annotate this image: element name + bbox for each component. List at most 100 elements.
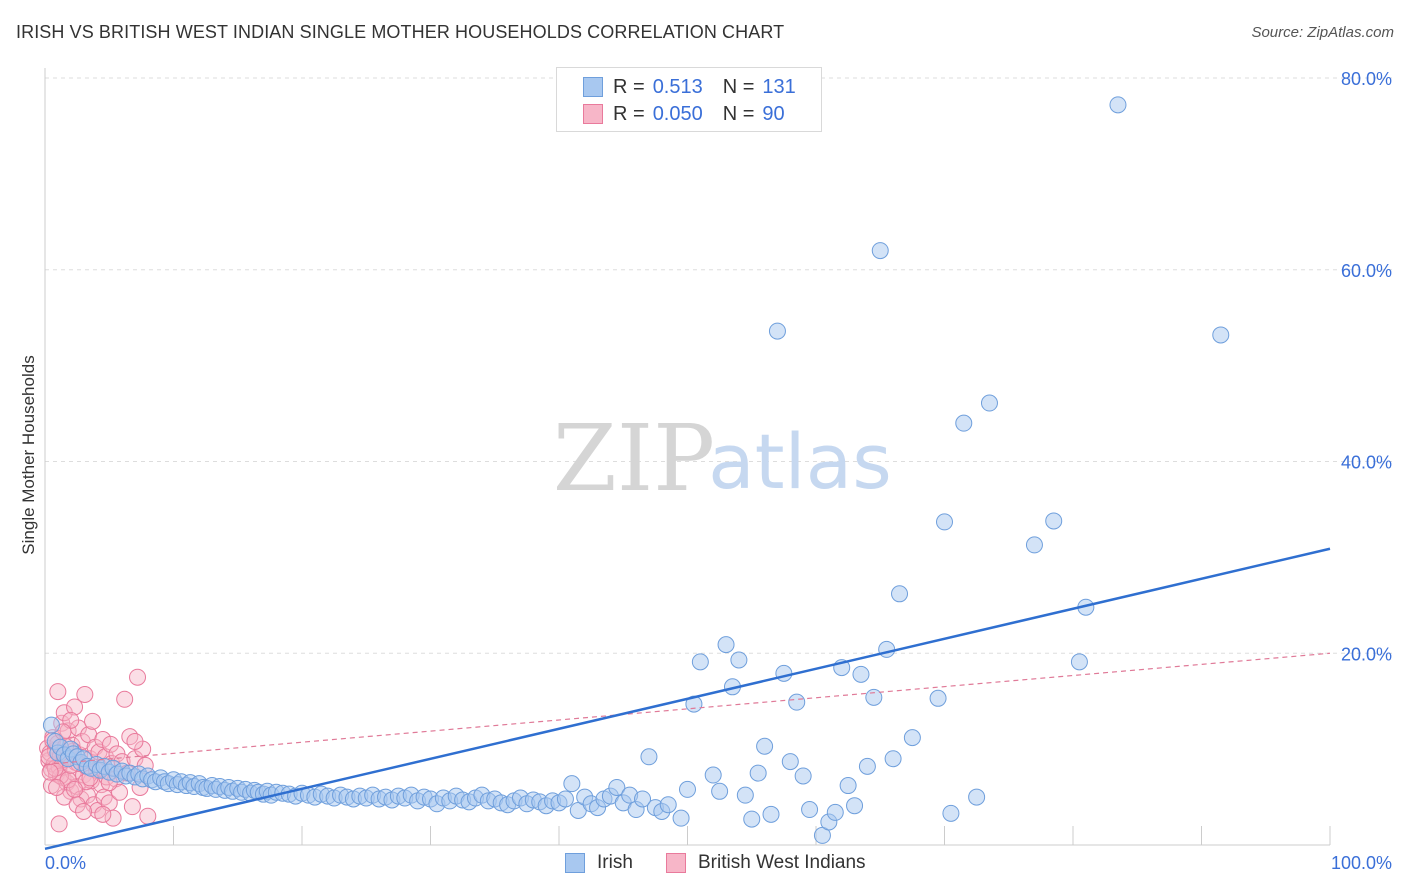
legend-label-bwi: British West Indians — [698, 852, 866, 873]
bwi-point — [116, 690, 134, 708]
irish-point — [736, 786, 754, 804]
series-irish-points — [42, 96, 1230, 844]
irish-point — [839, 777, 857, 795]
x-tick-label-max: 100.0% — [1331, 853, 1392, 873]
irish-point — [1212, 326, 1230, 344]
source-credit: Source: ZipAtlas.com — [1251, 24, 1394, 41]
r-value: 0.050 — [652, 102, 703, 125]
y-tick-label: 80.0% — [1341, 69, 1392, 89]
bwi-point — [49, 683, 67, 701]
irish-point — [762, 805, 780, 823]
y-tick-label: 20.0% — [1341, 644, 1392, 664]
bwi-point — [129, 668, 147, 686]
bwi-point — [84, 712, 102, 730]
irish-point — [968, 788, 986, 806]
irish-point — [1045, 512, 1063, 530]
r-label: R = — [613, 75, 645, 98]
irish-point — [801, 801, 819, 819]
irish-point — [794, 767, 812, 785]
n-value: 131 — [762, 75, 796, 98]
bwi-point — [104, 809, 122, 827]
irish-point — [704, 766, 722, 784]
bwi-point — [50, 815, 68, 833]
bwi-point — [41, 763, 59, 781]
axes — [44, 68, 1331, 846]
bwi-swatch — [583, 104, 603, 124]
irish-point — [878, 640, 896, 658]
n-value: 90 — [762, 102, 785, 125]
y-axis-label: Single Mother Households — [19, 355, 38, 554]
grid-lines — [45, 77, 1392, 654]
legend-item-irish: Irish — [565, 852, 633, 874]
bwi-point — [94, 805, 112, 823]
bwi-point — [76, 685, 94, 703]
watermark-zip: ZIP — [553, 405, 715, 512]
r-value: 0.513 — [652, 75, 703, 98]
irish-trend-line — [44, 547, 1331, 851]
irish-point — [711, 782, 729, 800]
irish-point — [691, 653, 709, 671]
irish-point — [743, 810, 761, 828]
bwi-point — [102, 735, 120, 753]
irish-point — [980, 394, 998, 412]
irish-point — [756, 737, 774, 755]
irish-point — [1109, 96, 1127, 114]
legend-row-bwi: R = 0.050 N = 90 — [583, 101, 785, 127]
bwi-point — [121, 728, 139, 746]
legend-item-bwi: British West Indians — [666, 852, 866, 874]
irish-point — [781, 753, 799, 771]
irish-legend-swatch — [565, 853, 585, 873]
irish-point — [608, 778, 626, 796]
chart-title: IRISH VS BRITISH WEST INDIAN SINGLE MOTH… — [16, 22, 785, 42]
irish-point — [865, 688, 883, 706]
irish-point — [936, 513, 953, 531]
irish-swatch — [583, 77, 603, 97]
irish-point — [871, 242, 889, 260]
irish-point — [634, 790, 652, 808]
irish-point — [852, 665, 870, 683]
bwi-point — [139, 807, 157, 825]
irish-point — [884, 750, 902, 768]
bwi-point — [123, 798, 141, 816]
watermark: ZIP atlas — [553, 405, 892, 512]
bwi-trend-line — [44, 652, 1331, 766]
irish-point — [929, 689, 947, 707]
irish-point — [749, 764, 767, 782]
trend-lines — [44, 547, 1331, 851]
irish-point — [717, 636, 735, 654]
irish-point — [768, 322, 786, 340]
y-tick-label: 60.0% — [1341, 261, 1392, 281]
x-tick-label-min: 0.0% — [45, 853, 86, 873]
legend-row-irish: R = 0.513 N = 131 — [583, 74, 796, 100]
bwi-point — [75, 802, 93, 820]
irish-point — [846, 797, 864, 815]
bwi-point — [66, 780, 84, 798]
irish-point — [1025, 536, 1043, 554]
n-label: N = — [722, 102, 755, 125]
bwi-legend-swatch — [666, 853, 686, 873]
bwi-point — [126, 732, 144, 750]
irish-point — [679, 780, 696, 798]
bwi-point — [48, 778, 66, 796]
irish-point — [1070, 653, 1088, 671]
irish-point — [903, 729, 921, 747]
irish-point — [563, 775, 581, 793]
series-legend: Irish British West Indians — [0, 852, 1406, 878]
irish-point — [659, 796, 677, 814]
irish-point — [955, 414, 973, 432]
irish-point — [730, 651, 748, 669]
bwi-point — [66, 698, 84, 716]
n-label: N = — [722, 75, 755, 98]
watermark-atlas: atlas — [708, 417, 892, 506]
irish-point — [788, 693, 806, 711]
irish-point — [672, 809, 690, 827]
y-tick-label: 40.0% — [1341, 453, 1392, 473]
tick-labels: 20.0% 40.0% 60.0% 80.0% 0.0% 100.0% — [45, 69, 1392, 873]
legend-label-irish: Irish — [597, 852, 633, 873]
irish-point — [775, 664, 793, 682]
irish-point — [640, 748, 658, 766]
irish-point — [826, 803, 844, 821]
irish-point — [556, 790, 574, 808]
irish-point — [42, 716, 60, 734]
